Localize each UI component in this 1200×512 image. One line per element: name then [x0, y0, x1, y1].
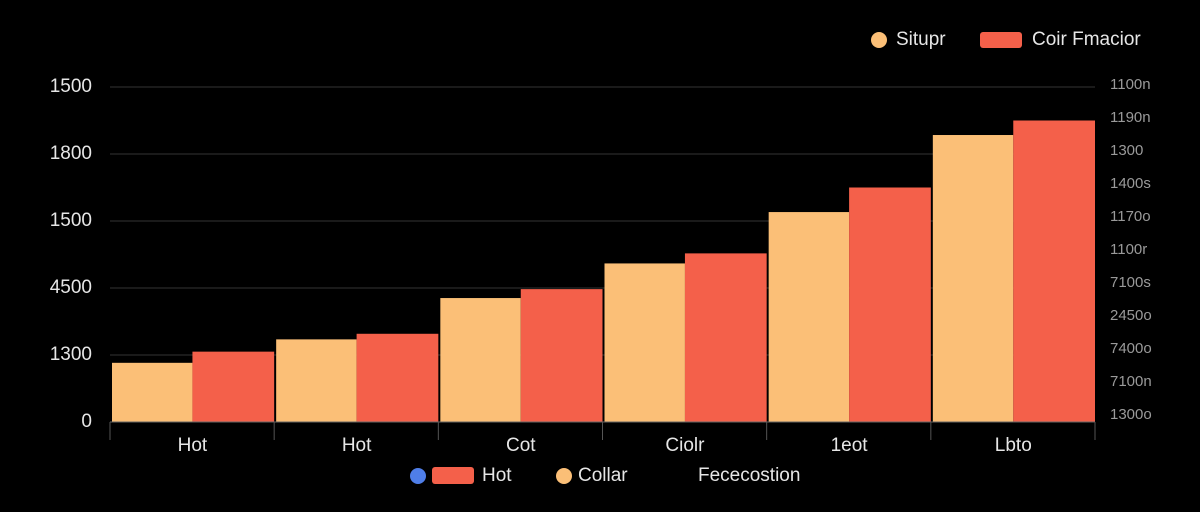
legend-label: Fececostion — [698, 465, 800, 486]
legend-label: Collar — [578, 465, 628, 486]
y2-tick-label: 1190n — [1110, 109, 1151, 126]
legend-label: Coir Fmacior — [1032, 29, 1141, 50]
y-tick-label: 1500 — [50, 76, 92, 97]
legend-swatch — [556, 468, 572, 484]
x-tick-label: Hot — [342, 435, 372, 456]
bar — [276, 339, 357, 422]
y-tick-label: 1500 — [50, 210, 92, 231]
y2-tick-label: 7100n — [1110, 373, 1152, 390]
y2-tick-label: 1100r — [1110, 241, 1147, 258]
bar — [768, 212, 850, 422]
legend-swatch — [980, 32, 1022, 48]
legend-swatch — [410, 468, 426, 484]
bar — [684, 253, 767, 422]
legend-swatch — [432, 467, 474, 484]
y2-tick-label: 1100n — [1110, 76, 1151, 93]
y2-tick-label: 1300o — [1110, 406, 1152, 423]
bar — [849, 187, 931, 422]
y-tick-label: 1800 — [50, 143, 92, 164]
y2-tick-label: 1300 — [1110, 142, 1143, 159]
bar — [932, 135, 1014, 422]
x-tick-label: 1eot — [831, 435, 869, 456]
x-tick-label: Hot — [178, 435, 208, 456]
legend-label: Hot — [482, 465, 512, 486]
y2-tick-label: 7400o — [1110, 340, 1152, 357]
y2-tick-label: 1170o — [1110, 208, 1151, 225]
x-tick-label: Ciolr — [665, 435, 705, 456]
y2-tick-label: 1400s — [1110, 175, 1151, 192]
x-tick-label: Lbto — [995, 435, 1032, 456]
y-tick-label: 1300 — [50, 344, 92, 365]
bar — [356, 333, 439, 422]
bar — [192, 351, 275, 422]
x-tick-label: Cot — [506, 435, 536, 456]
y2-tick-label: 2450o — [1110, 307, 1152, 324]
bar — [112, 362, 193, 422]
legend-label: Situpr — [896, 29, 946, 50]
bar — [1013, 120, 1095, 422]
y-tick-label: 0 — [81, 411, 92, 432]
legend-swatch — [871, 32, 887, 48]
y-tick-label: 4500 — [50, 277, 92, 298]
bar — [440, 298, 521, 422]
bar — [604, 263, 685, 422]
y2-tick-label: 7100s — [1110, 274, 1151, 291]
bar — [520, 289, 603, 422]
